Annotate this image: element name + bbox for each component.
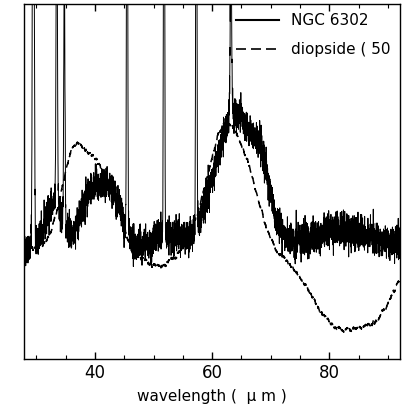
- Legend: NGC 6302, diopside ( 50: NGC 6302, diopside ( 50: [230, 7, 397, 63]
- X-axis label: wavelength (  μ m ): wavelength ( μ m ): [137, 389, 287, 404]
